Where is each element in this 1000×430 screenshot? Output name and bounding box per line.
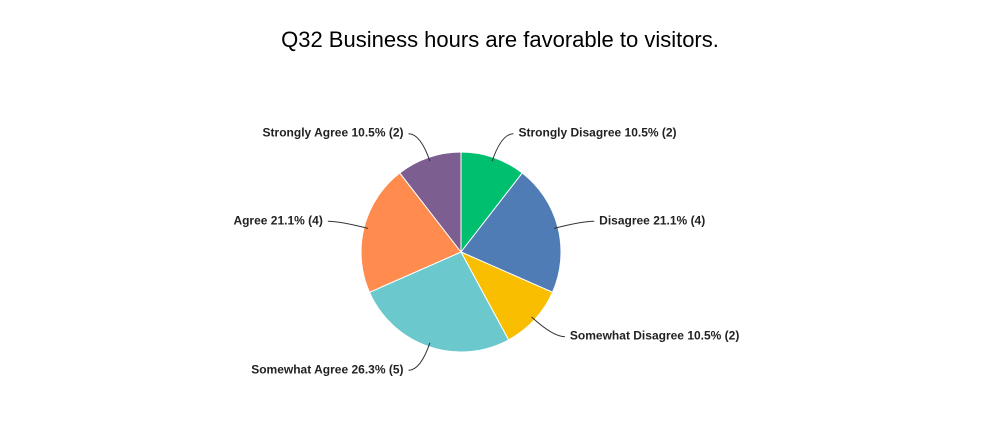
slice-label: Strongly Agree 10.5% (2) xyxy=(263,126,404,140)
slice-value-label: 21.1% (4) xyxy=(653,213,705,227)
slice-label: Agree 21.1% (4) xyxy=(233,213,322,227)
slice-label: Strongly Disagree 10.5% (2) xyxy=(518,126,676,140)
slice-category: Somewhat Disagree xyxy=(570,329,684,343)
leader-line xyxy=(553,220,595,229)
leader-line xyxy=(408,342,431,371)
slice-category: Disagree xyxy=(599,213,650,227)
slice-label: Disagree 21.1% (4) xyxy=(599,213,705,227)
slice-label: Somewhat Disagree 10.5% (2) xyxy=(570,329,739,343)
slice-value-label: 26.3% (5) xyxy=(351,362,403,376)
slice-category: Strongly Disagree xyxy=(518,126,621,140)
slice-value-label: 10.5% (2) xyxy=(687,329,739,343)
slice-category: Somewhat Agree xyxy=(251,362,348,376)
slice-category: Strongly Agree xyxy=(263,126,349,140)
slice-value-label: 21.1% (4) xyxy=(271,213,323,227)
slice-value-label: 10.5% (2) xyxy=(351,126,403,140)
slice-label: Somewhat Agree 26.3% (5) xyxy=(251,362,403,376)
chart-title: Q32 Business hours are favorable to visi… xyxy=(281,27,719,52)
leader-line xyxy=(531,316,565,338)
leader-line xyxy=(408,133,431,162)
slice-category: Agree xyxy=(233,213,267,227)
leader-line xyxy=(327,220,369,229)
leader-line xyxy=(491,133,514,162)
slice-value-label: 10.5% (2) xyxy=(625,126,677,140)
